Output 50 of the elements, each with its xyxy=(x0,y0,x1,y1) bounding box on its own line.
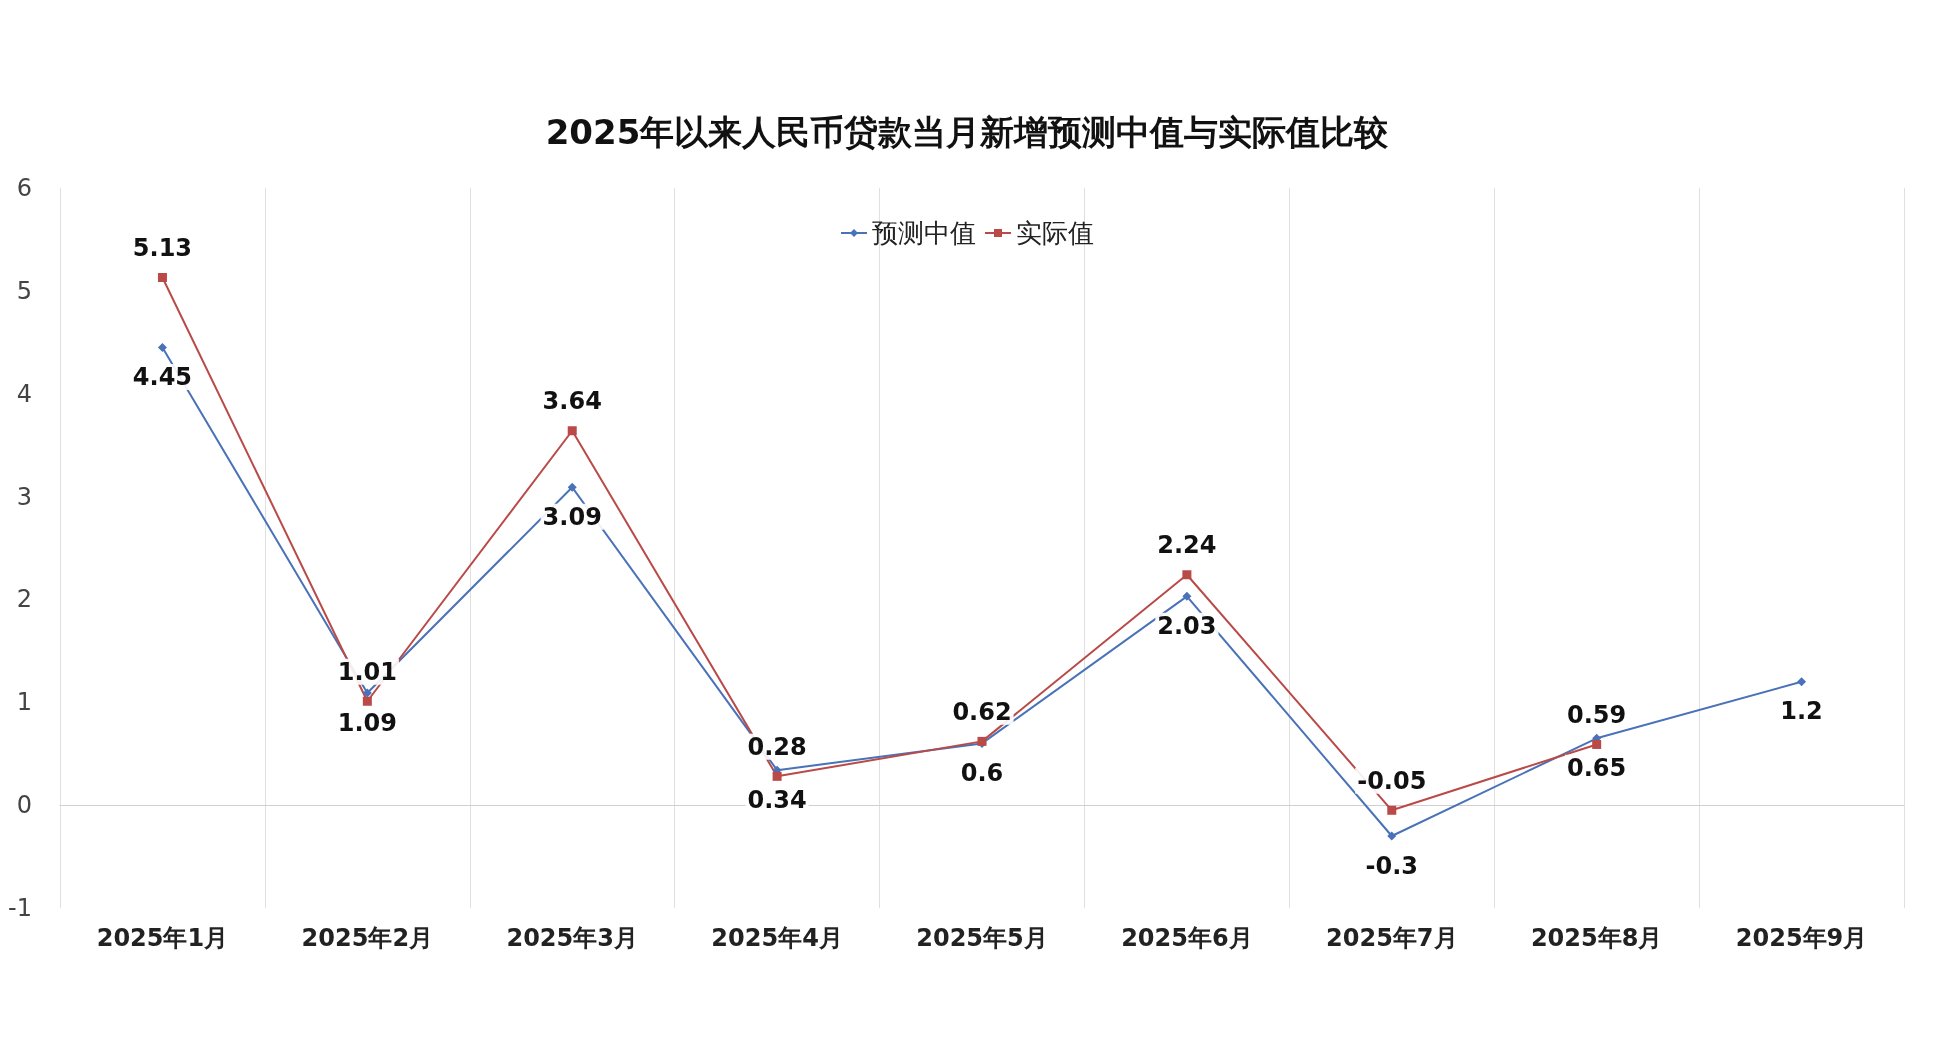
data-label: 0.59 xyxy=(1567,700,1627,729)
y-tick-label: -1 xyxy=(8,894,32,922)
data-label: 0.6 xyxy=(960,758,1004,787)
y-tick-label: 4 xyxy=(16,379,32,408)
point xyxy=(567,426,577,436)
data-label: 2.03 xyxy=(1157,611,1217,640)
x-tick-label: 2025年3月 xyxy=(506,924,638,952)
data-label: 2.24 xyxy=(1157,531,1217,560)
data-label: -0.3 xyxy=(1365,851,1419,880)
data-label: 0.62 xyxy=(952,697,1012,726)
legend-label: 预测中值 xyxy=(872,218,976,248)
data-label: 1.2 xyxy=(1780,697,1823,726)
x-tick-label: 2025年2月 xyxy=(301,924,434,952)
point xyxy=(567,482,577,492)
point xyxy=(1182,570,1192,580)
point xyxy=(1797,677,1807,687)
data-label: 0.28 xyxy=(747,732,807,761)
y-tick-label: 2 xyxy=(16,585,32,614)
y-tick-label: 1 xyxy=(16,688,32,717)
x-tick-label: 2025年5月 xyxy=(916,924,1048,952)
x-tick-label: 2025年6月 xyxy=(1121,924,1253,952)
y-tick-label: 0 xyxy=(16,791,32,820)
data-label: 1.01 xyxy=(337,657,397,686)
y-tick-label: 5 xyxy=(16,276,32,305)
x-tick-label: 2025年7月 xyxy=(1326,924,1458,952)
data-label: 3.64 xyxy=(542,387,602,416)
chart-title: 2025年以来人民币贷款当月新增预测中值与实际值比较 xyxy=(545,112,1390,152)
data-label: 5.13 xyxy=(132,233,193,262)
y-tick-label: 6 xyxy=(16,174,32,202)
point xyxy=(1387,831,1397,841)
point xyxy=(1387,805,1397,815)
x-tick-label: 2025年9月 xyxy=(1735,924,1868,952)
point xyxy=(362,688,372,698)
point xyxy=(772,771,782,781)
data-label: 1.09 xyxy=(337,708,397,737)
y-tick-label: 3 xyxy=(16,482,32,511)
x-tick-label: 2025年4月 xyxy=(711,924,843,952)
data-label: 0.34 xyxy=(747,785,807,814)
x-tick-label: 2025年1月 xyxy=(96,924,229,952)
data-label: -0.05 xyxy=(1357,766,1427,795)
point xyxy=(1182,591,1192,601)
point xyxy=(1592,739,1602,749)
data-label: 4.45 xyxy=(132,362,193,391)
point xyxy=(157,272,167,282)
data-label: 3.09 xyxy=(542,502,602,531)
data-label: 0.65 xyxy=(1567,753,1627,782)
x-tick-label: 2025年8月 xyxy=(1530,924,1663,952)
point xyxy=(362,696,372,706)
point xyxy=(157,342,167,352)
legend-label: 实际值 xyxy=(1016,218,1094,248)
